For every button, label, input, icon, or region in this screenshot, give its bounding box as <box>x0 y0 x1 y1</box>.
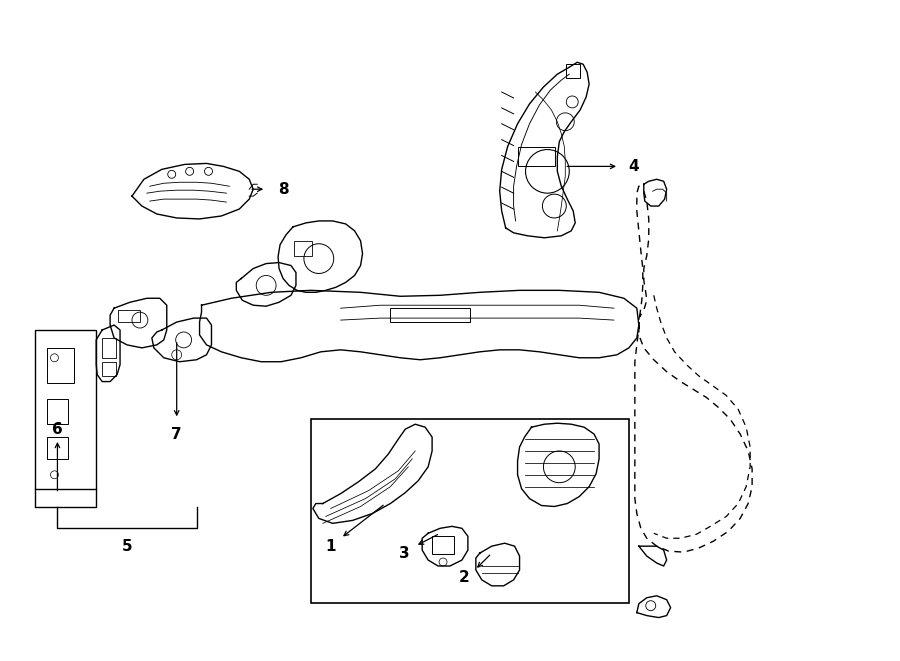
Bar <box>391 308 470 322</box>
Bar <box>34 330 96 488</box>
Bar <box>47 437 68 459</box>
Bar <box>103 362 116 375</box>
Text: 7: 7 <box>171 426 182 442</box>
Bar <box>47 399 68 424</box>
Bar <box>47 348 75 383</box>
Text: 1: 1 <box>326 539 336 554</box>
Bar <box>432 536 454 554</box>
Bar <box>566 64 580 78</box>
Bar <box>518 147 555 167</box>
Text: 3: 3 <box>399 545 410 561</box>
Bar <box>310 419 629 603</box>
Text: 6: 6 <box>52 422 63 437</box>
Text: 5: 5 <box>122 539 132 554</box>
Bar <box>294 241 312 256</box>
Text: 8: 8 <box>278 182 288 197</box>
Bar <box>118 310 140 322</box>
Bar <box>103 338 116 358</box>
Text: 4: 4 <box>628 159 639 174</box>
Text: 2: 2 <box>458 570 469 586</box>
